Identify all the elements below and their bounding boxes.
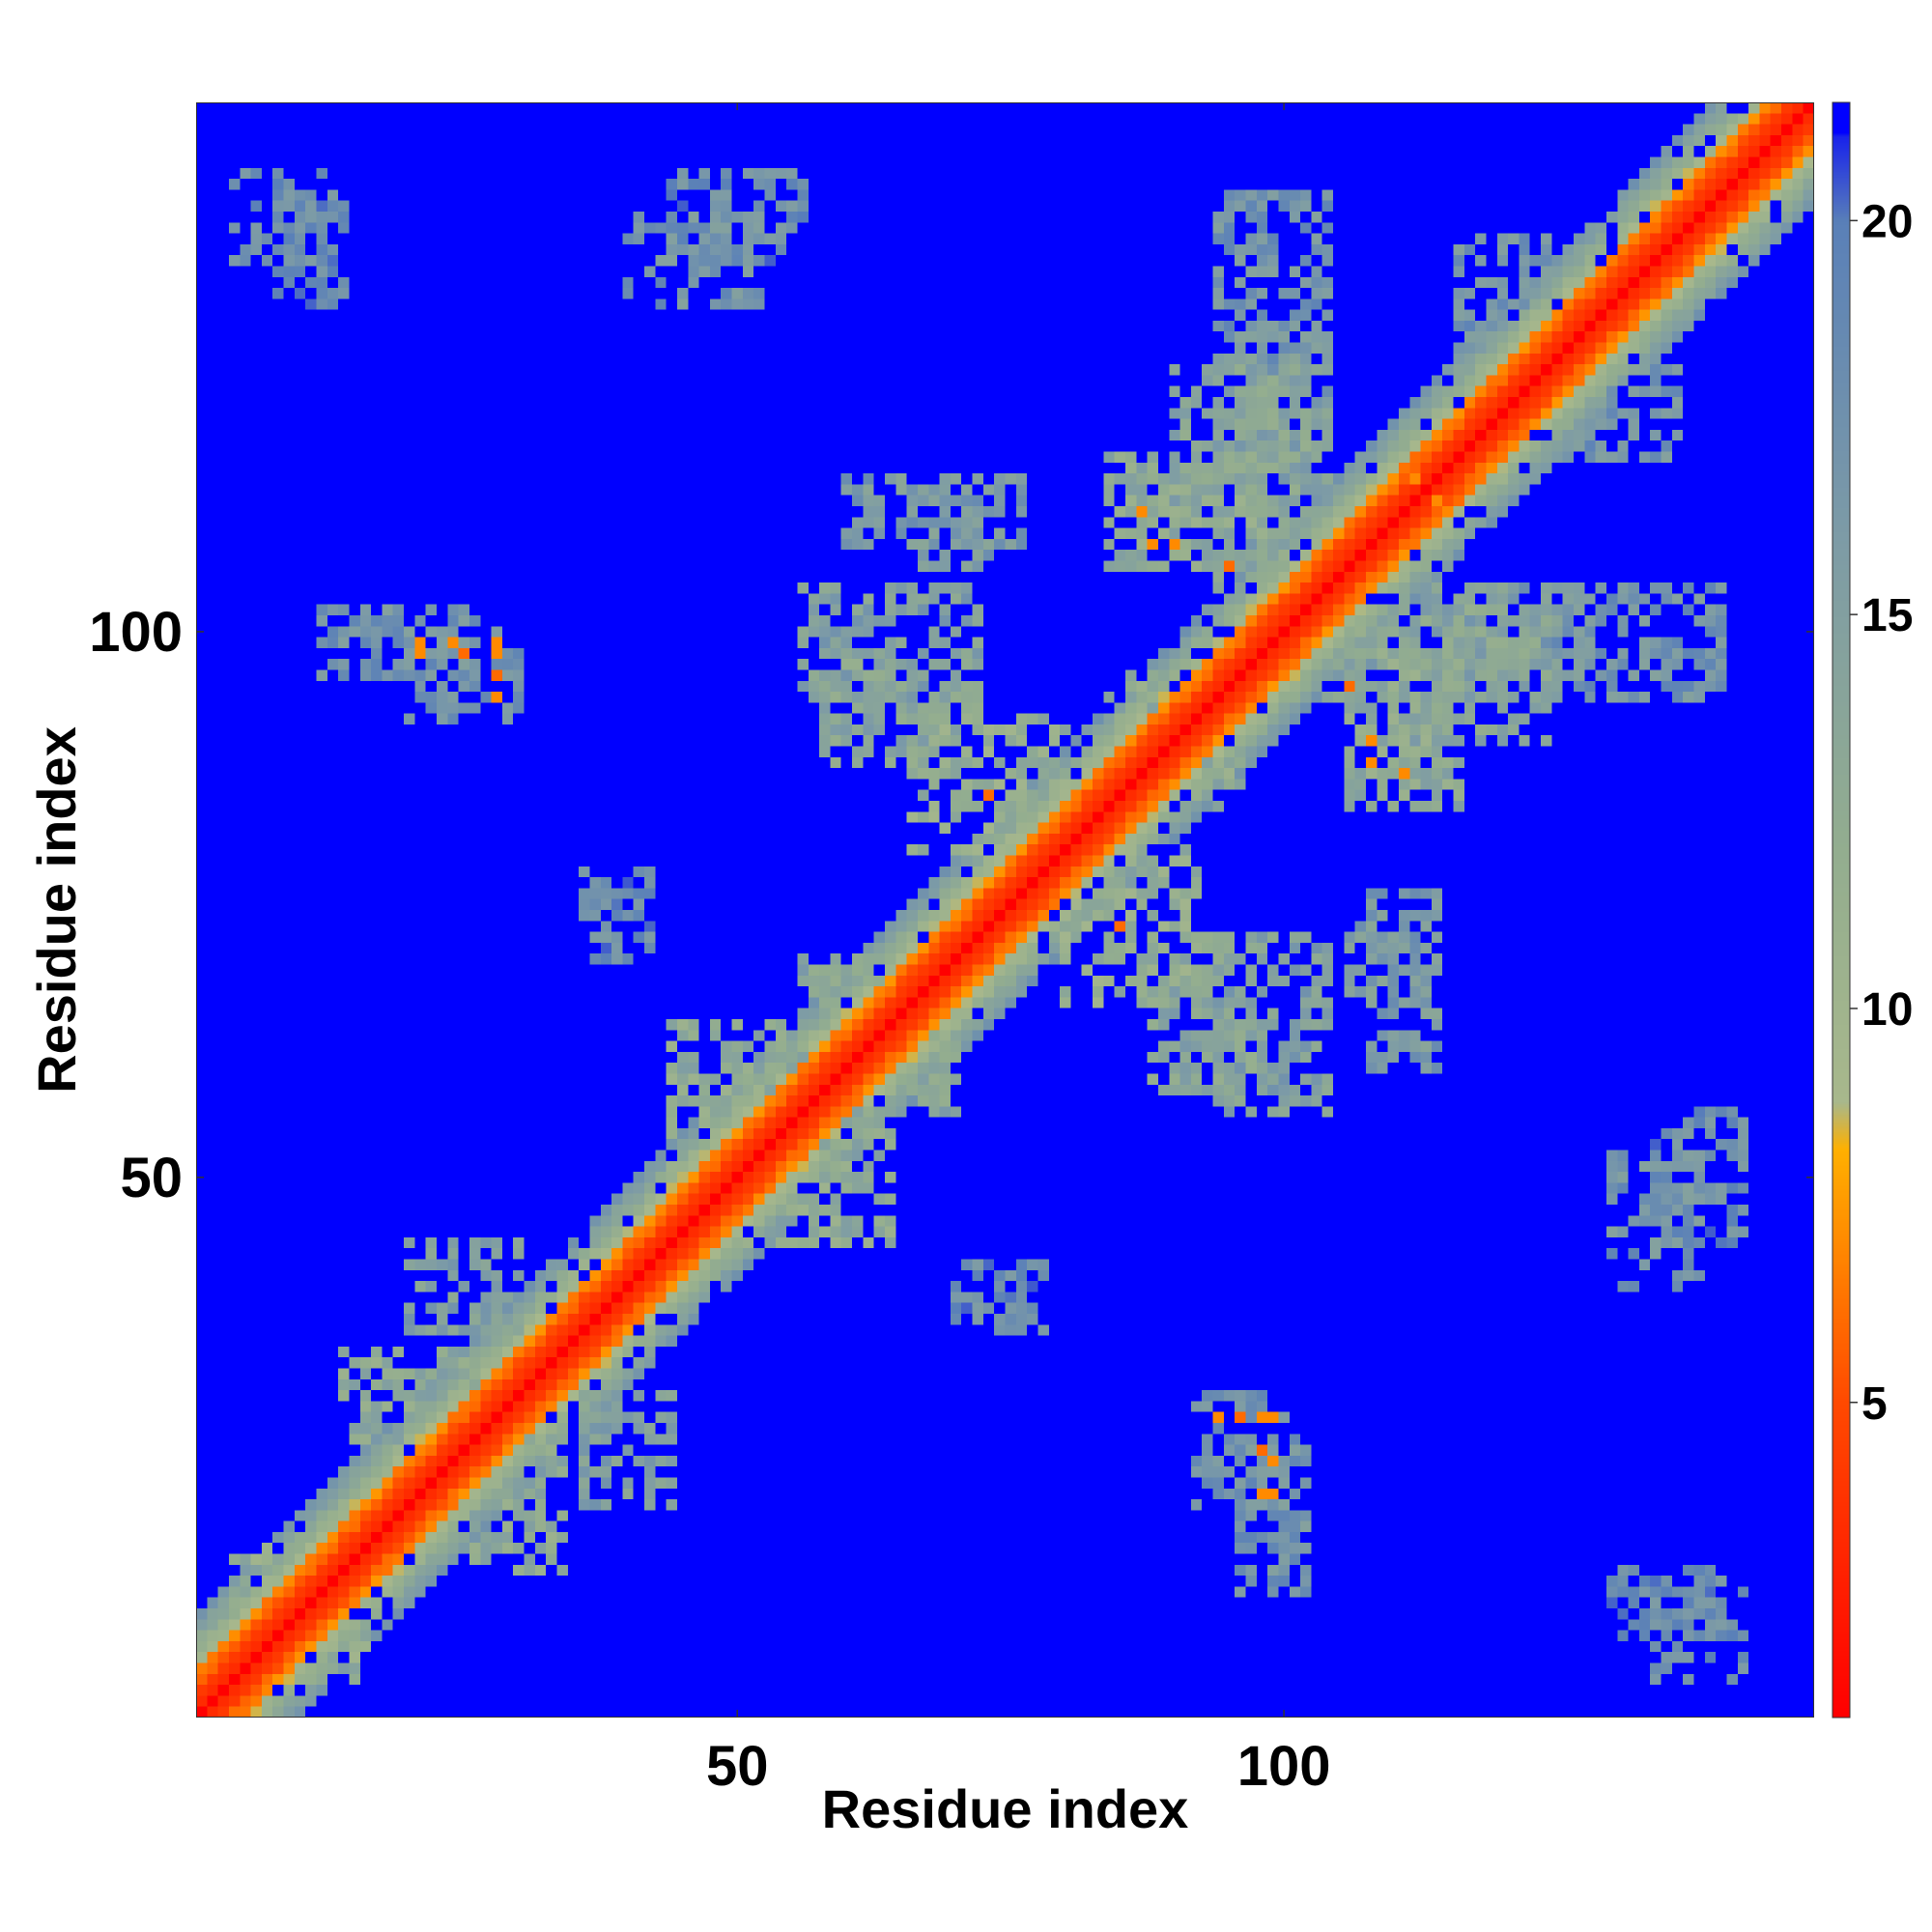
x-axis-title: Residue index bbox=[822, 1778, 1189, 1839]
colorbar-tick-label: 10 bbox=[1861, 984, 1913, 1036]
x-tick-label: 50 bbox=[706, 1735, 769, 1798]
plot-area-frame bbox=[196, 102, 1814, 1718]
colorbar-frame bbox=[1832, 101, 1851, 1719]
y-axis-title: Residue index bbox=[26, 726, 87, 1094]
y-tick-label: 100 bbox=[89, 601, 183, 664]
colorbar-tick-label: 15 bbox=[1861, 590, 1913, 641]
y-tick-label: 50 bbox=[120, 1147, 183, 1209]
x-tick-label: 100 bbox=[1237, 1735, 1331, 1798]
colorbar-tick-label: 20 bbox=[1861, 196, 1913, 247]
colorbar-tick-label: 5 bbox=[1861, 1378, 1888, 1430]
colorbar bbox=[1833, 102, 1850, 1718]
heatmap-grid bbox=[196, 102, 1814, 1718]
